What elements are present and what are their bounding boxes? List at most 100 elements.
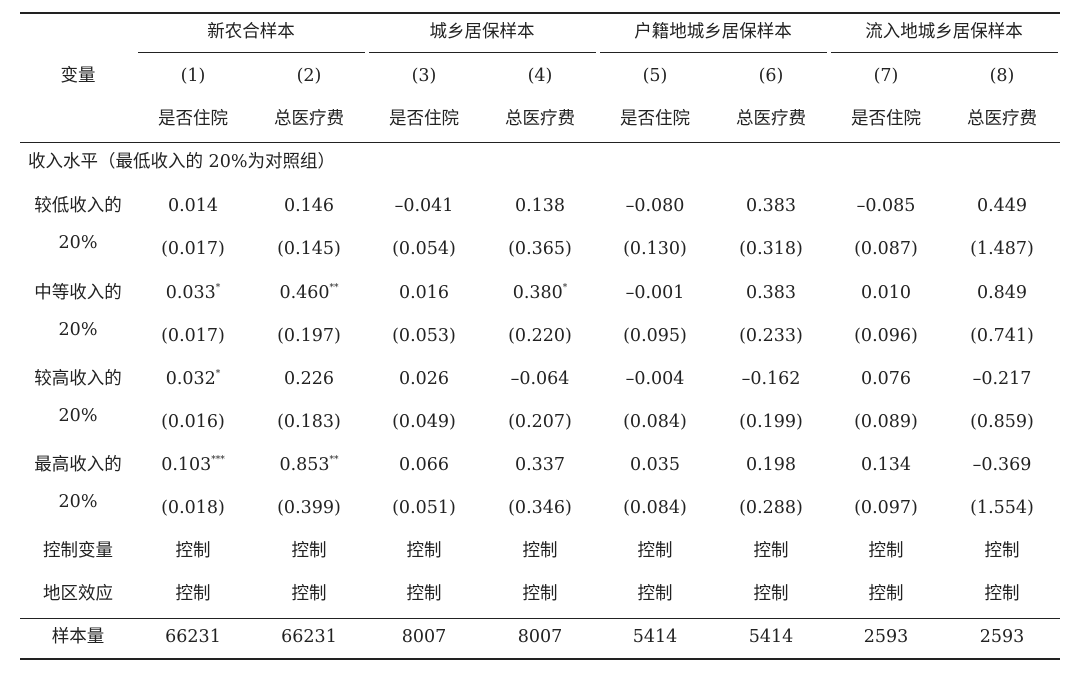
coef-cell: –0.217 — [946, 362, 1058, 396]
column-number: (7) — [873, 66, 899, 86]
coef-cell: 0.035 — [599, 448, 711, 482]
std-error-cell: (0.049) — [392, 412, 456, 432]
std-error-cell: (1.487) — [970, 239, 1034, 259]
coef-cell: 0.134 — [830, 448, 942, 482]
coef-cell: 0.853** — [253, 448, 365, 482]
control-cell: 控制 — [175, 541, 211, 561]
coef-cell: –0.041 — [368, 189, 480, 223]
row-label: 较低收入的 — [34, 196, 122, 216]
coef-cell: –0.001 — [599, 276, 711, 310]
control-cell: 控制 — [175, 584, 211, 604]
coef-value: 0.066 — [398, 455, 450, 475]
coef-cell: 0.337 — [484, 448, 596, 482]
control-label: 控制变量 — [43, 541, 113, 561]
sample-size-cell: 5414 — [748, 627, 794, 647]
coef-value: –0.064 — [510, 369, 570, 389]
coef-value: 0.337 — [514, 455, 566, 475]
control-cell: 控制 — [984, 541, 1020, 561]
control-cell: 控制 — [522, 584, 558, 604]
section-title: 收入水平（最低收入的 20%为对照组） — [28, 152, 335, 172]
std-error-cell: (0.199) — [739, 412, 803, 432]
std-error-cell: (0.084) — [623, 498, 687, 518]
std-error-cell: (0.365) — [508, 239, 572, 259]
column-number: (1) — [180, 66, 206, 86]
significance-stars: * — [215, 369, 221, 379]
std-error-cell: (0.207) — [508, 412, 572, 432]
std-error-cell: (0.097) — [854, 498, 918, 518]
control-cell: 控制 — [868, 541, 904, 561]
column-name: 总医疗费 — [736, 109, 806, 129]
std-error-cell: (0.054) — [392, 239, 456, 259]
std-error-cell: (0.095) — [623, 326, 687, 346]
std-error-cell: (0.741) — [970, 326, 1034, 346]
row-label-pct: 20% — [58, 406, 98, 426]
sample-size-cell: 8007 — [517, 627, 563, 647]
std-error-cell: (0.130) — [623, 239, 687, 259]
std-error-cell: (0.288) — [739, 498, 803, 518]
control-cell: 控制 — [868, 584, 904, 604]
std-error-cell: (0.087) — [854, 239, 918, 259]
row-label-pct: 20% — [58, 492, 98, 512]
coef-cell: –0.064 — [484, 362, 596, 396]
row-label-pct: 20% — [58, 320, 98, 340]
control-cell: 控制 — [406, 541, 442, 561]
coef-cell: 0.066 — [368, 448, 480, 482]
coef-cell: 0.032* — [137, 362, 249, 396]
column-name: 是否住院 — [158, 109, 228, 129]
coef-cell: 0.033* — [137, 276, 249, 310]
group-underline-2 — [369, 52, 596, 53]
control-cell: 控制 — [291, 541, 327, 561]
coef-cell: –0.085 — [830, 189, 942, 223]
group-underline-3 — [600, 52, 827, 53]
column-number: (2) — [296, 66, 322, 86]
coef-value: –0.085 — [856, 196, 916, 216]
coef-value: 0.449 — [976, 196, 1028, 216]
std-error-cell: (0.145) — [277, 239, 341, 259]
control-cell: 控制 — [753, 541, 789, 561]
std-error-cell: (0.017) — [161, 326, 225, 346]
column-name: 总医疗费 — [505, 109, 575, 129]
coef-value: –0.162 — [741, 369, 801, 389]
coef-cell: 0.383 — [715, 189, 827, 223]
std-error-cell: (0.089) — [854, 412, 918, 432]
control-cell: 控制 — [406, 584, 442, 604]
coef-value: 0.380 — [512, 283, 563, 303]
std-error-cell: (0.084) — [623, 412, 687, 432]
coef-cell: 0.449 — [946, 189, 1058, 223]
coef-cell: 0.849 — [946, 276, 1058, 310]
column-name: 总医疗费 — [967, 109, 1037, 129]
coef-value: 0.134 — [860, 455, 912, 475]
column-name: 是否住院 — [851, 109, 921, 129]
header-bottom-rule — [20, 142, 1060, 143]
control-cell: 控制 — [637, 584, 673, 604]
coef-cell: 0.198 — [715, 448, 827, 482]
control-label: 地区效应 — [43, 584, 113, 604]
significance-stars: ** — [329, 455, 339, 465]
coef-value: 0.226 — [283, 369, 335, 389]
std-error-cell: (1.554) — [970, 498, 1034, 518]
coef-value: 0.033 — [165, 283, 216, 303]
row-label: 最高收入的 — [34, 455, 122, 475]
coef-cell: 0.146 — [253, 189, 365, 223]
coef-value: –0.217 — [972, 369, 1032, 389]
column-number: (8) — [989, 66, 1015, 86]
group-header: 城乡居保样本 — [429, 22, 535, 42]
group-header: 新农合样本 — [207, 22, 295, 42]
group-header: 户籍地城乡居保样本 — [634, 22, 792, 42]
std-error-cell: (0.018) — [161, 498, 225, 518]
column-name: 是否住院 — [389, 109, 459, 129]
coef-value: 0.014 — [167, 196, 219, 216]
coef-value: –0.041 — [394, 196, 454, 216]
coef-cell: 0.460** — [253, 276, 365, 310]
sample-size-cell: 5414 — [632, 627, 678, 647]
coef-cell: 0.138 — [484, 189, 596, 223]
coef-cell: –0.080 — [599, 189, 711, 223]
row-label-pct: 20% — [58, 233, 98, 253]
sample-size-rule — [20, 618, 1060, 619]
coef-cell: 0.226 — [253, 362, 365, 396]
coef-value: 0.853 — [279, 455, 330, 475]
coef-value: 0.016 — [398, 283, 450, 303]
coef-value: 0.849 — [976, 283, 1028, 303]
coef-value: 0.146 — [283, 196, 335, 216]
std-error-cell: (0.016) — [161, 412, 225, 432]
